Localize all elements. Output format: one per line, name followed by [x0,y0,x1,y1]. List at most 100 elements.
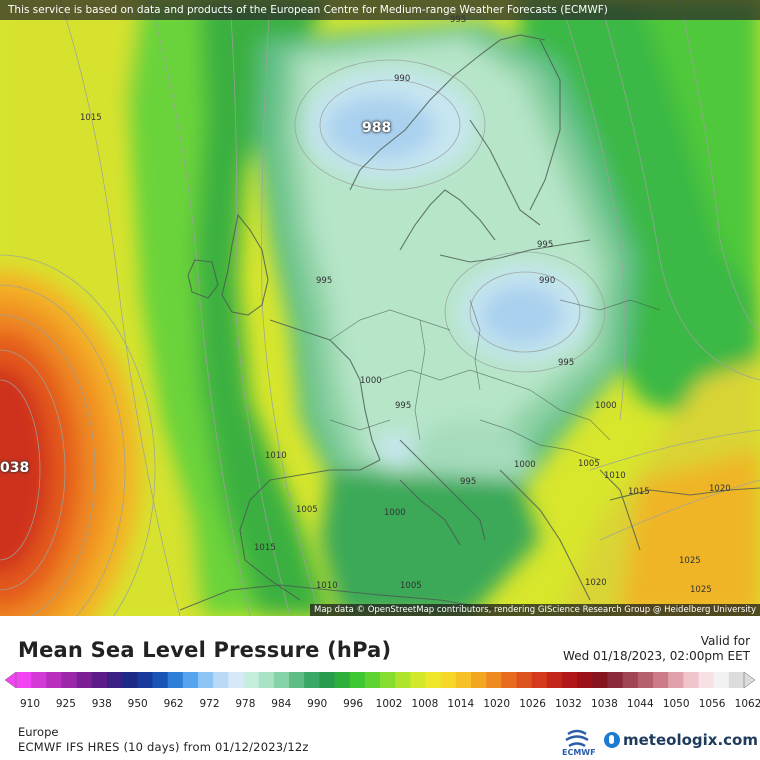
isobar-label: 990 [394,74,411,84]
colorbar-segment [364,672,381,688]
colorbar-tick-label: 1062 [734,698,760,710]
colorbar-tick-label: 1008 [411,698,439,710]
colorbar-segment [546,672,563,688]
colorbar-tick-label: 1026 [519,698,546,710]
colorbar-segment [31,672,47,688]
colorbar-segment [592,672,609,688]
colorbar-segment [334,672,351,688]
isobar-label: 1020 [709,484,731,494]
colorbar-segment [501,672,518,688]
meteologix-logo[interactable]: meteologix.com [604,730,758,750]
isobar-label: 1010 [604,471,626,481]
colorbar-segment [228,672,245,688]
colorbar-tick-label: 910 [19,698,41,710]
colorbar-segment [16,672,32,688]
colorbar-tick-label: 962 [163,698,184,710]
colorbar-segment [243,672,260,688]
colorbar-segment [304,672,320,688]
colorbar-segment [380,672,396,688]
meteologix-logo-text: meteologix.com [623,731,758,749]
isobar-label: 1005 [296,505,318,515]
colorbar-segment [516,672,533,688]
ecmwf-logo-icon[interactable] [562,726,592,756]
colorbar-tick-label: 1044 [626,698,654,710]
colorbar-tick-label: 938 [91,698,112,710]
colorbar-segment [61,672,78,688]
colorbar-segment [182,672,199,688]
colorbar-segment [577,672,593,688]
pressure-map[interactable]: This service is based on data and produc… [0,0,760,616]
isobar-label: 1000 [514,460,536,470]
colorbar-segment [198,672,214,688]
isobar-label: 995 [316,276,333,286]
colorbar-segment [653,672,669,688]
isobar-label: 1010 [265,451,287,461]
colorbar-segment [486,672,502,688]
isobar-label: 995 [395,401,412,411]
colorbar-segment [91,672,108,688]
colorbar-segment [440,672,457,688]
colorbar-segment [455,672,472,688]
isobar-label: 1015 [254,543,276,553]
isobar-label: 1000 [595,401,617,411]
colorbar-segment [683,672,700,688]
pressure-field [0,0,760,616]
colorbar-tick-label: 972 [199,698,220,710]
isobar-label: 1005 [400,581,422,591]
colorbar-segment [122,672,138,688]
colorbar-tick-label: 996 [343,698,364,710]
colorbar-tick-label: 984 [271,698,292,710]
colorbar-segment [471,672,487,688]
colorbar-segment [273,672,290,688]
map-attribution: Map data © OpenStreetMap contributors, r… [310,604,760,616]
colorbar-segment [637,672,654,688]
colorbar-segment [668,672,684,688]
isobar-label: 1025 [679,556,701,566]
data-source-banner: This service is based on data and produc… [0,0,760,20]
colorbar-segment [395,672,411,688]
isobar-label: 995 [450,15,467,25]
colorbar-segment [137,672,154,688]
region-label: Europe [18,725,59,739]
colorbar-segment [107,672,123,688]
colorbar-segment [607,672,624,688]
colorbar-tick-label: 925 [55,698,76,710]
ecmwf-logo-text: ECMWF [562,748,596,757]
colorbar-max-arrow [743,671,756,689]
low-pressure-center: 988 [362,120,392,136]
high-pressure-center: 038 [0,460,30,476]
colorbar-segment [289,672,305,688]
colorbar-min-arrow [4,671,17,689]
valid-for-label: Valid for [700,634,750,648]
colorbar-segment [713,672,730,688]
colorbar-segment [213,672,229,688]
colorbar-segment [349,672,366,688]
colorbar-segment [76,672,93,688]
isobar-label: 1005 [578,459,600,469]
chart-title: Mean Sea Level Pressure (hPa) [18,638,392,662]
colorbar-tick-label: 1056 [698,698,726,710]
isobar-label: 1015 [628,487,650,497]
colorbar-tick-label: 978 [235,698,256,710]
model-run: ECMWF IFS HRES (10 days) from 01/12/2023… [18,740,309,754]
colorbar-segment [319,672,336,688]
isobar-label: 1000 [360,376,382,386]
isobar-label: 995 [558,358,575,368]
colorbar-tick-label: 1020 [483,698,511,710]
colorbar-segment [531,672,548,688]
isobar-label: 1000 [384,508,406,518]
colorbar-tick-label: 1038 [591,698,618,710]
colorbar-segment [258,672,275,688]
colorbar-segment [167,672,184,688]
colorbar-segment [425,672,442,688]
colorbar-segment [46,672,63,688]
isobar-label: 995 [460,477,477,487]
pressure-colorbar [4,671,756,689]
colorbar-segment [152,672,169,688]
colorbar-tick-label: 990 [307,698,328,710]
colorbar-tick-label: 1032 [555,698,582,710]
isobar-label: 990 [539,276,556,286]
colorbar-segment [622,672,639,688]
isobar-label: 1010 [316,581,338,591]
colorbar-tick-label: 1002 [375,698,403,710]
